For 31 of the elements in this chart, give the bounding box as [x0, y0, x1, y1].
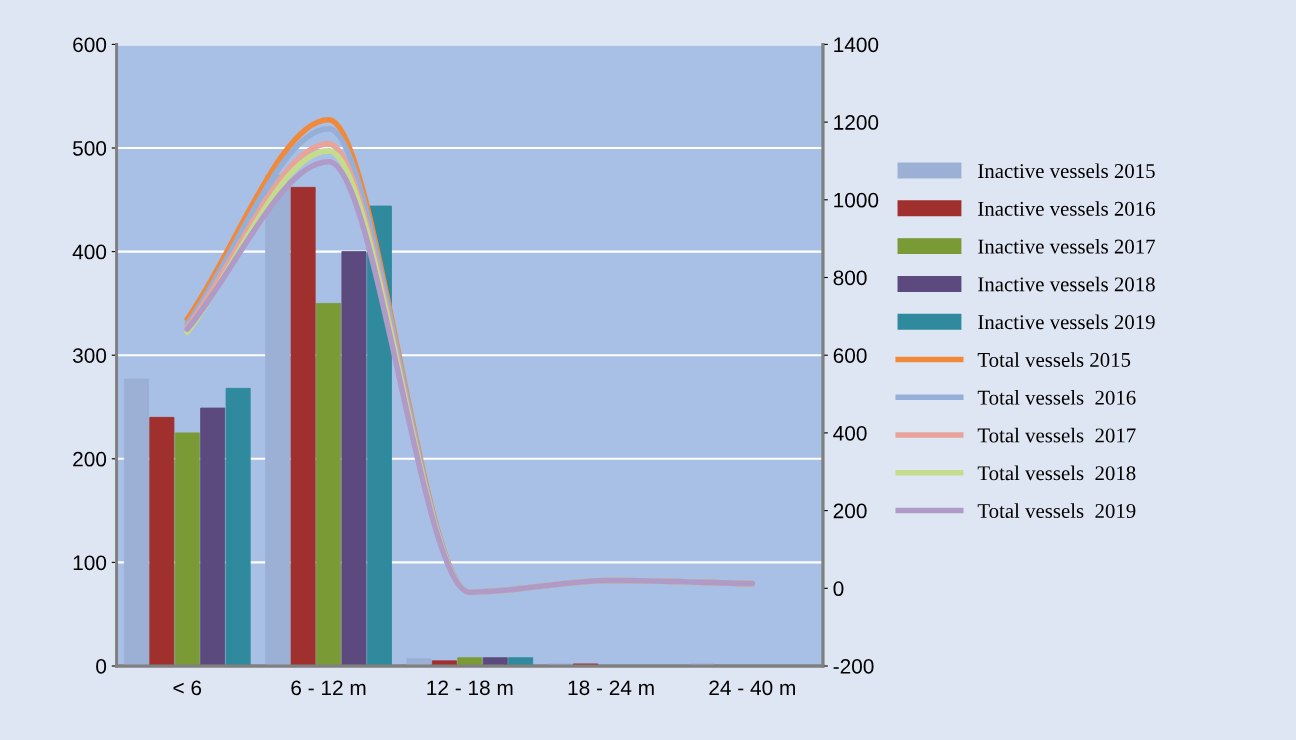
legend-label: Total vessels 2019	[977, 503, 1136, 519]
y-tick-label: 100	[73, 555, 107, 571]
y2-tick-label: -200	[833, 659, 874, 674]
y2-tick-label: 200	[833, 503, 867, 519]
y-tick-label: 300	[72, 348, 107, 363]
x-tick-label: 24 - 40 m	[709, 680, 795, 696]
legend-label: Inactive vessels 2018	[978, 276, 1155, 292]
y-tick-label: 600	[73, 37, 107, 53]
legend-label: Inactive vessels 2016	[978, 201, 1155, 216]
legend-label: Total vessels 2018	[977, 465, 1136, 481]
y-tick-label: 0	[96, 659, 107, 674]
y2-tick-label: 600	[833, 348, 867, 363]
legend-label: Inactive vessels 2019	[978, 314, 1155, 330]
x-tick-label: 12 - 18 m	[427, 680, 513, 696]
y2-tick-label: 1000	[834, 192, 879, 208]
legend-label: Total vessels 2016	[977, 390, 1136, 405]
x-tick-label: 18 - 24 m	[568, 680, 654, 696]
legend-label: Inactive vessels 2015	[978, 163, 1155, 179]
y2-tick-label: 800	[833, 270, 867, 286]
y-tick-label: 400	[72, 244, 107, 260]
y2-tick-label: 1200	[834, 115, 879, 130]
legend-label: Inactive vessels 2017	[978, 238, 1155, 254]
y2-tick-label: 1400	[834, 37, 879, 53]
x-tick-label: < 6	[173, 680, 202, 696]
y2-tick-label: 400	[833, 425, 867, 441]
x-tick-label: 6 - 12 m	[291, 680, 366, 696]
legend-label: Total vessels 2017	[977, 427, 1136, 443]
y2-tick-label: 0	[833, 581, 844, 597]
y-tick-label: 500	[73, 141, 107, 156]
legend-label: Total vessels 2015	[977, 352, 1131, 367]
y-tick-label: 200	[73, 451, 107, 467]
